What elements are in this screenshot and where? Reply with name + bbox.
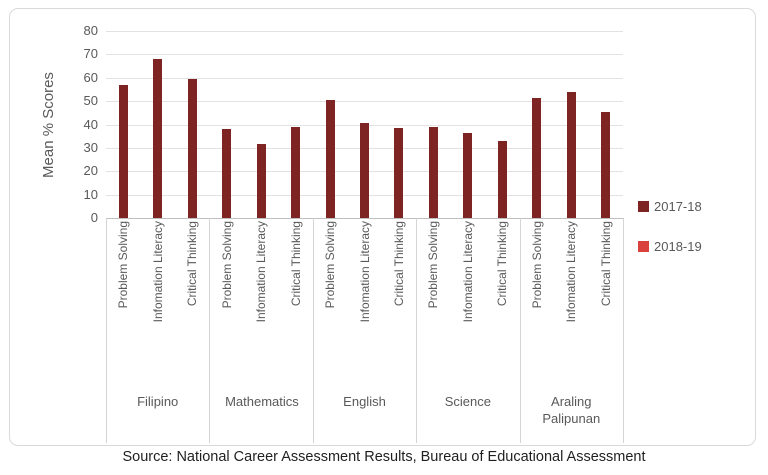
bar-araling-palipunan-problem-solving	[532, 97, 542, 218]
category-label: Critical Thinking	[495, 221, 510, 307]
plot-area: 0 10 20 30 40 50 60 70 80 Problem Solving Infomati…	[10, 9, 755, 445]
group-label-text: Mathematics	[225, 394, 299, 409]
group-label-text: Filipino	[137, 394, 179, 409]
group-divider	[106, 218, 107, 443]
category-label: Infomation Literacy	[564, 221, 579, 323]
category-label: Problem Solving	[529, 221, 544, 309]
category-label: Critical Thinking	[185, 221, 200, 307]
category-label: Infomation Literacy	[150, 221, 165, 323]
group-label-mathematics: Mathematics	[209, 375, 312, 441]
bar-english-problem-solving	[325, 99, 335, 218]
bar-english-infomation-literacy	[360, 123, 369, 218]
legend-swatch-2017-18	[638, 201, 649, 212]
bar-mathematics-critical-thinking	[291, 126, 301, 218]
gridline	[106, 31, 623, 32]
bar-mathematics-problem-solving	[222, 129, 232, 218]
y-tick-label: 20	[83, 163, 98, 179]
source-note: Source: National Career Assessment Resul…	[122, 449, 646, 465]
bar-filipino-problem-solving	[118, 84, 128, 218]
group-label-araling-palipunan: Araling Palipunan	[520, 375, 623, 441]
y-tick-label: 10	[83, 186, 98, 202]
chart: 0 10 20 30 40 50 60 70 80 Problem Solving Infomati…	[9, 8, 756, 446]
bar-araling-palipunan-critical-thinking	[601, 111, 611, 218]
legend-item-2018-19: 2018-19	[638, 237, 702, 256]
category-label: Problem Solving	[116, 221, 131, 309]
y-tick-label: 60	[83, 69, 98, 85]
category-label: Infomation Literacy	[254, 221, 269, 323]
category-label: Critical Thinking	[598, 221, 613, 307]
bar-science-problem-solving	[428, 126, 438, 218]
category-label: Infomation Literacy	[460, 221, 475, 323]
group-divider	[312, 218, 314, 443]
legend-label: 2017-18	[654, 199, 702, 214]
group-label-filipino: Filipino	[106, 375, 209, 441]
legend-label: 2018-19	[654, 239, 702, 254]
legend-item-2017-18: 2017-18	[638, 197, 702, 216]
group-label-english: English	[313, 375, 416, 441]
y-tick-label: 80	[83, 23, 98, 38]
bar-filipino-critical-thinking	[187, 78, 197, 218]
group-label-text: Araling Palipunan	[542, 394, 601, 426]
category-label: Problem Solving	[426, 221, 441, 309]
bar-science-critical-thinking	[497, 140, 507, 218]
group-divider	[416, 218, 418, 443]
category-label: Problem Solving	[323, 221, 338, 309]
category-label: Infomation Literacy	[357, 221, 372, 323]
y-axis-title: Mean % Scores	[40, 72, 57, 178]
y-tick-label: 0	[90, 210, 98, 225]
group-divider	[209, 218, 211, 443]
bar-filipino-infomation-literacy	[153, 59, 163, 218]
x-axis-line	[106, 218, 623, 219]
y-tick-label: 70	[83, 46, 98, 62]
legend: 2017-18 2018-19	[638, 197, 702, 277]
y-tick-label: 30	[83, 139, 98, 155]
legend-swatch-2018-19	[638, 241, 649, 252]
category-label: Critical Thinking	[288, 221, 303, 307]
bar-araling-palipunan-infomation-literacy	[566, 91, 576, 218]
bar-mathematics-infomation-literacy	[256, 144, 266, 218]
y-tick-label: 50	[83, 93, 98, 109]
group-label-text: English	[343, 394, 386, 409]
bar-science-infomation-literacy	[463, 132, 473, 218]
category-label: Problem Solving	[219, 221, 234, 309]
group-divider	[623, 218, 624, 443]
bar-english-critical-thinking	[394, 128, 404, 218]
gridline	[106, 101, 623, 103]
gridline	[106, 77, 623, 79]
y-tick-label: 40	[83, 116, 98, 132]
gridline	[106, 54, 623, 56]
category-label: Critical Thinking	[391, 221, 406, 307]
group-label-science: Science	[416, 375, 519, 441]
group-divider	[519, 218, 521, 443]
group-label-text: Science	[444, 394, 491, 409]
